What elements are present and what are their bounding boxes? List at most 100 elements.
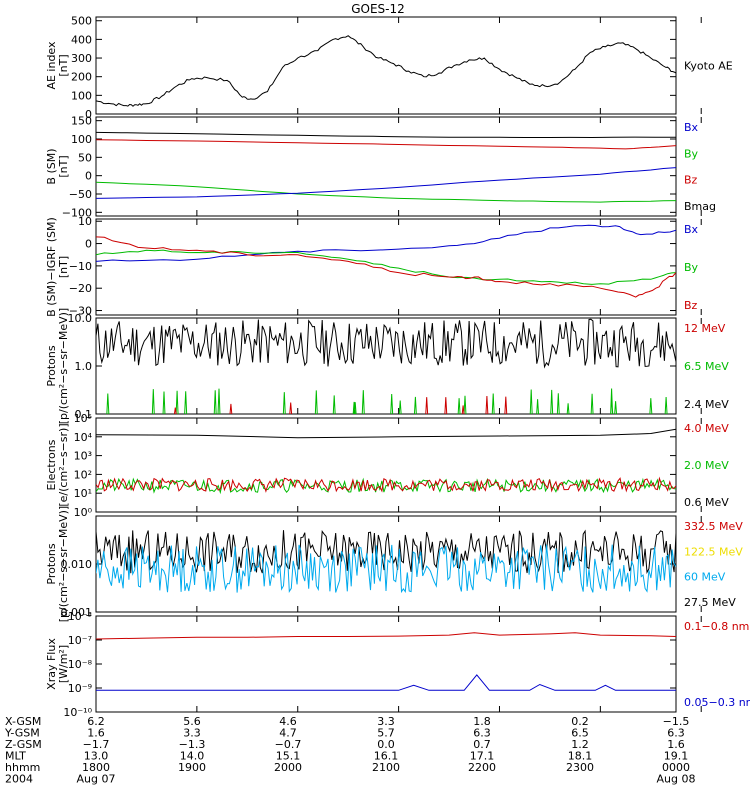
panel-frame [95, 116, 677, 217]
y-tick-label: 0 [85, 238, 92, 251]
y-tick-label: 150 [71, 115, 92, 128]
series-line-bmag [96, 131, 676, 139]
series-line-12-mev [173, 395, 508, 414]
y-axis-label: B (SM) [45, 148, 58, 184]
legend-entry: Bx [684, 121, 699, 134]
table-cell: 18.1 [568, 750, 593, 763]
table-cell: 3.3 [183, 727, 201, 740]
y-tick-label: 0.1 [75, 408, 93, 421]
table-cell: 14.0 [180, 750, 205, 763]
legend-entry: 332.5 MeV [684, 520, 743, 533]
table-cell: 16.1 [374, 750, 399, 763]
y-tick-label: 10⁻⁷ [68, 634, 92, 647]
figure-title: GOES-12 [351, 2, 405, 16]
y-tick-label: −50 [69, 188, 92, 201]
y-tick-label: 10⁻³ [68, 610, 92, 623]
table-cell: 0000 [662, 761, 690, 774]
y-tick-label: 10⁵ [74, 412, 92, 425]
y-tick-label: −30 [69, 305, 92, 318]
legend-entry: 4.0 MeV [684, 422, 729, 435]
panel-xray: 10⁻³ 10⁻⁷ 10⁻⁸ 10⁻⁹ 10⁻¹⁰ Xray Flux [W/m²] 0.1−… [45, 610, 750, 719]
y-tick-label: 10² [74, 468, 92, 481]
table-cell: 2000 [274, 761, 302, 774]
legend-entry: Bz [684, 174, 698, 187]
y-tick-label: 10⁻⁸ [68, 658, 93, 671]
table-cell: 4.7 [279, 727, 297, 740]
series-line-2-4-mev [96, 318, 676, 369]
table-cell: 19.1 [664, 750, 689, 763]
panel-ae: 500 400 300 200 100 0 AE index [nT] Kyoto AE [45, 15, 733, 121]
series-line-0-05-0-3-nm [96, 674, 676, 691]
table-row-label: Y-GSM [4, 727, 40, 740]
series-line-by [96, 181, 676, 203]
series-line-bz [96, 236, 676, 298]
table-cell: 2200 [468, 761, 496, 774]
y-tick-label: 0 [85, 170, 92, 183]
y-tick-label: −10 [69, 260, 92, 273]
table-cell: 2100 [372, 761, 400, 774]
legend-entry: By [684, 261, 699, 274]
series-line-0-1-0-8-nm [96, 632, 676, 640]
table-cell: −1.5 [663, 715, 690, 728]
table-row-label: Z-GSM [5, 738, 42, 751]
table-cell: 17.1 [470, 750, 495, 763]
y-axis-label: Protons [45, 345, 58, 386]
y-tick-label: 300 [71, 52, 92, 65]
legend-entry: 6.5 MeV [684, 360, 729, 373]
y-tick-label: 10 [78, 215, 92, 228]
y-tick-label: 10³ [74, 450, 92, 463]
legend-entry: 0.6 MeV [684, 496, 729, 509]
y-tick-label: 10⁻¹⁰ [63, 706, 92, 719]
panel-bsm: 150 100 50 0 −50 −100 B (SM) [nT] Bx By Bz Bmag [45, 115, 716, 220]
y-axis-label: [W/m²] [57, 645, 70, 683]
y-tick-label: 100 [71, 89, 92, 102]
panel-hiprotons: 0.010 0.001 Protons [p/(cm²−s−sr−MeV)] 332.5… [45, 506, 743, 622]
series-line-0-6-mev [96, 428, 676, 439]
table-cell: −0.7 [275, 738, 302, 751]
table-cell: 6.3 [667, 727, 685, 740]
series-line-kyoto-ae [96, 35, 676, 107]
series-line-4-0-mev [96, 476, 676, 493]
table-cell: 1.6 [667, 738, 685, 751]
table-row-label: 2004 [5, 773, 33, 786]
y-tick-label: 50 [78, 151, 92, 164]
legend-entry: 27.5 MeV [684, 596, 736, 609]
table-cell: 6.3 [473, 727, 491, 740]
table-cell: 0.7 [473, 738, 491, 751]
y-tick-label: −100 [62, 206, 92, 219]
table-cell: −1.3 [179, 738, 206, 751]
series-line-bx [96, 167, 676, 199]
y-tick-label: 0.001 [61, 606, 93, 619]
legend-entry: 0.1−0.8 nm [684, 620, 749, 633]
table-cell: 3.3 [377, 715, 395, 728]
y-tick-label: 10¹ [74, 487, 92, 500]
table-cell: 0.2 [571, 715, 589, 728]
table-cell: 1900 [178, 761, 206, 774]
y-tick-label: −20 [69, 282, 92, 295]
y-axis-label: Protons [45, 543, 58, 584]
table-cell: 0.0 [377, 738, 395, 751]
panel-protons: 10.0 1.0 0.1 Protons [p/(cm²−s−sr−MeV)] 12 Me… [45, 308, 729, 424]
panel-frame [95, 16, 677, 115]
legend-entry: 0.05−0.3 nm [684, 696, 750, 709]
table-cell: 5.6 [183, 715, 201, 728]
table-cell: 6.5 [571, 727, 589, 740]
y-tick-label: 1.0 [75, 360, 93, 373]
series-line-6-5-mev [106, 388, 668, 414]
table-cell: 5.7 [377, 727, 395, 740]
y-tick-label: 10⁰ [74, 506, 93, 519]
table-cell: 13.0 [84, 750, 109, 763]
y-axis-label: Xray Flux [45, 638, 58, 690]
table-cell: Aug 07 [77, 773, 116, 786]
y-axis-label: [nT] [57, 256, 70, 278]
legend-entry: Bx [684, 223, 699, 236]
legend-entry: Kyoto AE [684, 60, 733, 73]
panel-bdiff: 10 0 −10 −20 −30 B (SM)−IGRF (SM) [nT] Bx By Bz [45, 215, 702, 318]
panel-frame [95, 317, 677, 415]
panel-frame [95, 218, 677, 316]
y-tick-label: 0 [85, 108, 92, 121]
series-line-bx [96, 224, 676, 262]
legend-entry: 60 MeV [684, 571, 726, 584]
series-line-2-0-mev [96, 477, 676, 495]
